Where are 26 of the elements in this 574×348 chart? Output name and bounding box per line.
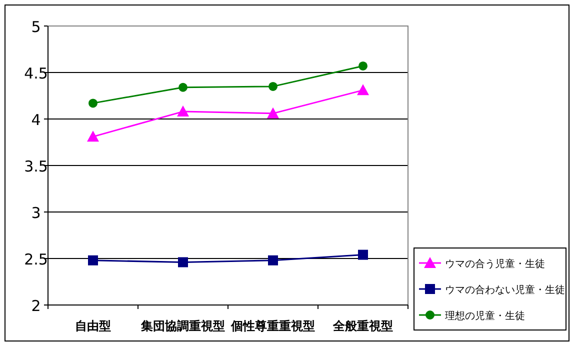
legend-label: 理想の児童・生徒 bbox=[445, 310, 525, 322]
y-tick-label: 4 bbox=[31, 111, 41, 129]
y-tick-label: 5 bbox=[31, 18, 41, 36]
y-tick-label: 2 bbox=[31, 297, 41, 315]
y-tick-label: 3 bbox=[31, 204, 41, 222]
x-tick-label: 個性尊重重視型 bbox=[230, 319, 315, 333]
x-tick-label: 全般重視型 bbox=[332, 319, 393, 333]
point bbox=[358, 250, 368, 260]
y-tick-label: 4.5 bbox=[24, 64, 48, 82]
point bbox=[178, 82, 188, 92]
point bbox=[268, 255, 278, 266]
point bbox=[268, 82, 278, 91]
point bbox=[357, 84, 369, 96]
point bbox=[358, 61, 368, 70]
y-tick-label: 3.5 bbox=[24, 158, 48, 176]
point bbox=[177, 106, 189, 117]
legend-label: ウマの合わない児童・生徒 bbox=[445, 284, 565, 296]
x-tick-label: 自由型 bbox=[75, 319, 111, 333]
point bbox=[178, 257, 188, 268]
legend-label: ウマの合う児童・生徒 bbox=[445, 258, 545, 270]
point bbox=[267, 107, 279, 118]
point bbox=[88, 255, 98, 266]
y-tick-label: 2.5 bbox=[24, 250, 48, 268]
x-tick-label: 集団協調重視型 bbox=[140, 319, 225, 333]
point bbox=[88, 98, 98, 108]
point bbox=[87, 130, 99, 142]
